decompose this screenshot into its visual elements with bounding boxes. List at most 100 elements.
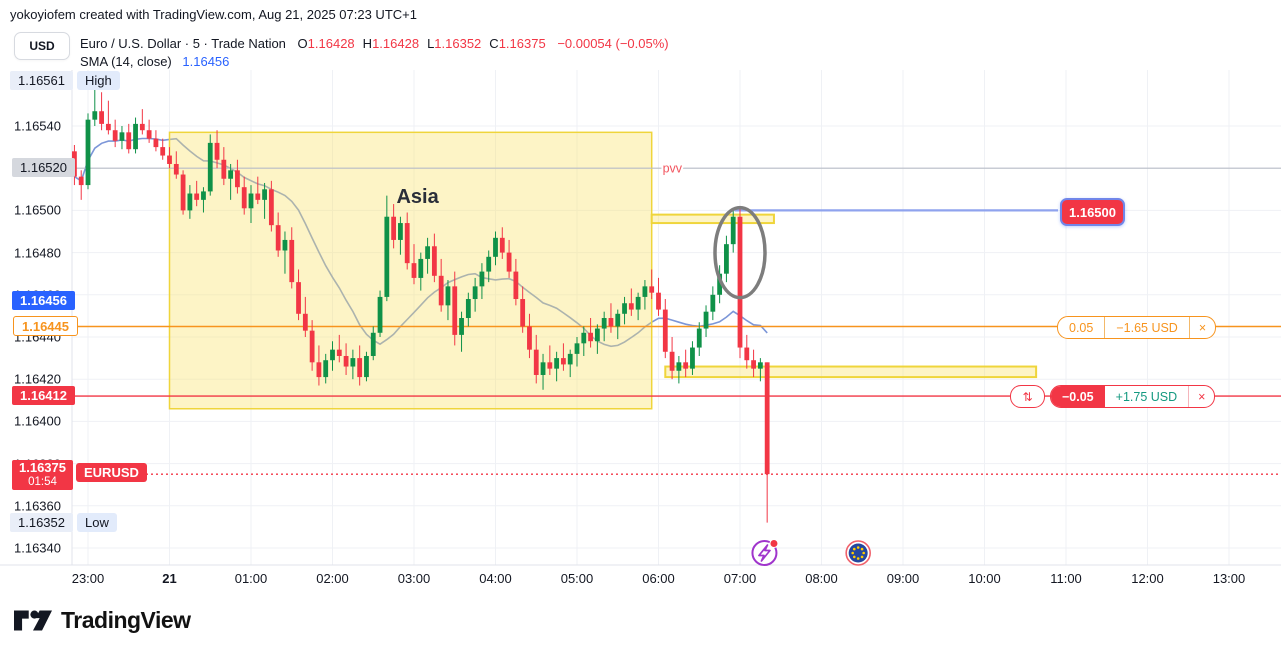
candle bbox=[547, 345, 553, 375]
candle bbox=[282, 231, 288, 274]
candle bbox=[105, 100, 111, 135]
tp-order-close-icon[interactable]: × bbox=[1188, 317, 1215, 338]
take-profit-price-label[interactable]: 1.16445 bbox=[13, 316, 78, 336]
candle-body bbox=[479, 271, 485, 287]
candle bbox=[506, 239, 512, 278]
ohlc-value: 1.16428 bbox=[307, 36, 355, 51]
eu-flag-star bbox=[852, 555, 856, 559]
candle-body bbox=[425, 246, 430, 259]
ellipse-annotation[interactable] bbox=[713, 205, 767, 300]
candle-body bbox=[676, 362, 682, 371]
candle bbox=[635, 292, 641, 321]
candle bbox=[364, 351, 369, 382]
candle bbox=[696, 322, 702, 356]
event-alert-dot bbox=[769, 539, 779, 548]
indicator-name[interactable]: SMA (14, close) bbox=[80, 54, 172, 69]
time-tick-label: 13:00 bbox=[1212, 571, 1246, 586]
time-tick-label: 06:00 bbox=[642, 571, 675, 586]
candle-body bbox=[309, 330, 315, 363]
eu-flag-star bbox=[860, 555, 864, 559]
candle bbox=[370, 326, 376, 361]
candle bbox=[574, 337, 580, 367]
candle-body bbox=[703, 311, 709, 329]
entry-order-qty[interactable]: −0.05 bbox=[1051, 386, 1105, 407]
supply-band[interactable] bbox=[650, 213, 775, 225]
currency-button[interactable]: USD bbox=[14, 32, 70, 60]
candle bbox=[459, 311, 464, 352]
candle bbox=[425, 237, 430, 274]
candle bbox=[201, 187, 206, 213]
candle bbox=[126, 123, 132, 154]
candle bbox=[153, 130, 159, 152]
candle-body bbox=[628, 303, 634, 310]
candle-body bbox=[112, 130, 118, 141]
candle-body bbox=[561, 358, 566, 365]
candle bbox=[391, 204, 397, 249]
eu-flag-star bbox=[856, 557, 860, 560]
reverse-position-icon[interactable]: ⇅ bbox=[1010, 385, 1045, 408]
candle bbox=[275, 212, 281, 257]
candle bbox=[133, 117, 138, 154]
candle bbox=[472, 277, 478, 312]
candle-body bbox=[418, 258, 424, 278]
symbol-badge: EURUSD bbox=[76, 463, 147, 482]
candle bbox=[377, 290, 383, 337]
candle bbox=[656, 277, 661, 316]
lightning-event[interactable] bbox=[751, 539, 779, 566]
candle bbox=[493, 231, 498, 266]
price-tick-label: 1.16340 bbox=[14, 540, 61, 556]
candle-body bbox=[696, 328, 702, 348]
candle bbox=[139, 109, 145, 135]
candle-body bbox=[343, 355, 349, 367]
candle-body bbox=[201, 191, 206, 200]
candle-body bbox=[173, 163, 179, 175]
candle bbox=[649, 269, 655, 300]
candle bbox=[724, 235, 729, 283]
ohlc-item: H1.16428 bbox=[363, 36, 419, 51]
time-tick-label: 21 bbox=[162, 571, 177, 586]
ohlc-item: O1.16428 bbox=[298, 36, 355, 51]
last-price-label: 1.16375 01:54 bbox=[12, 460, 73, 490]
symbol-title[interactable]: Euro / U.S. Dollar · 5 · Trade Nation bbox=[80, 36, 286, 51]
candle-body bbox=[608, 318, 614, 327]
candle-body bbox=[350, 358, 356, 367]
candle-body bbox=[119, 132, 125, 141]
candle bbox=[248, 185, 254, 224]
candle-body bbox=[330, 349, 335, 361]
candle-body bbox=[139, 123, 145, 131]
resistance-price-chip[interactable]: 1.16500 bbox=[1060, 198, 1125, 226]
candle-body bbox=[431, 246, 437, 276]
asia-session-box[interactable] bbox=[168, 131, 653, 410]
candle-body bbox=[513, 271, 519, 300]
candle-body bbox=[194, 193, 200, 200]
candle-body bbox=[282, 239, 288, 251]
candle bbox=[628, 288, 634, 316]
price-tick-label: 1.16500 bbox=[14, 202, 61, 218]
candle-body bbox=[248, 193, 254, 209]
tp-order-pnl: −1.65 USD bbox=[1104, 317, 1189, 338]
candle bbox=[357, 345, 363, 386]
candle-body bbox=[207, 142, 213, 192]
ohlc-key: L bbox=[427, 36, 435, 51]
eu-flag-star bbox=[856, 546, 860, 549]
demand-band[interactable] bbox=[664, 365, 1038, 379]
low-price-label: 1.16352 bbox=[10, 513, 73, 532]
candle bbox=[445, 280, 451, 321]
change-value: −0.00054 (−0.05%) bbox=[557, 36, 669, 51]
tp-order-qty[interactable]: 0.05 bbox=[1069, 320, 1094, 335]
entry-price-label[interactable]: 1.16412 bbox=[12, 386, 75, 405]
candle-body bbox=[126, 132, 132, 150]
candle bbox=[296, 269, 301, 321]
candle bbox=[751, 349, 756, 378]
pvv-price-label: 1.16520 bbox=[12, 158, 75, 177]
entry-order-close-icon[interactable]: × bbox=[1188, 386, 1214, 407]
candle bbox=[119, 126, 125, 150]
tradingview-logo[interactable]: TradingView bbox=[14, 607, 191, 634]
candle bbox=[438, 258, 444, 312]
candle bbox=[540, 353, 546, 390]
candle-body bbox=[404, 223, 410, 264]
eu-flag-event[interactable] bbox=[845, 540, 871, 566]
candle bbox=[180, 170, 186, 215]
candle-body bbox=[241, 187, 247, 209]
